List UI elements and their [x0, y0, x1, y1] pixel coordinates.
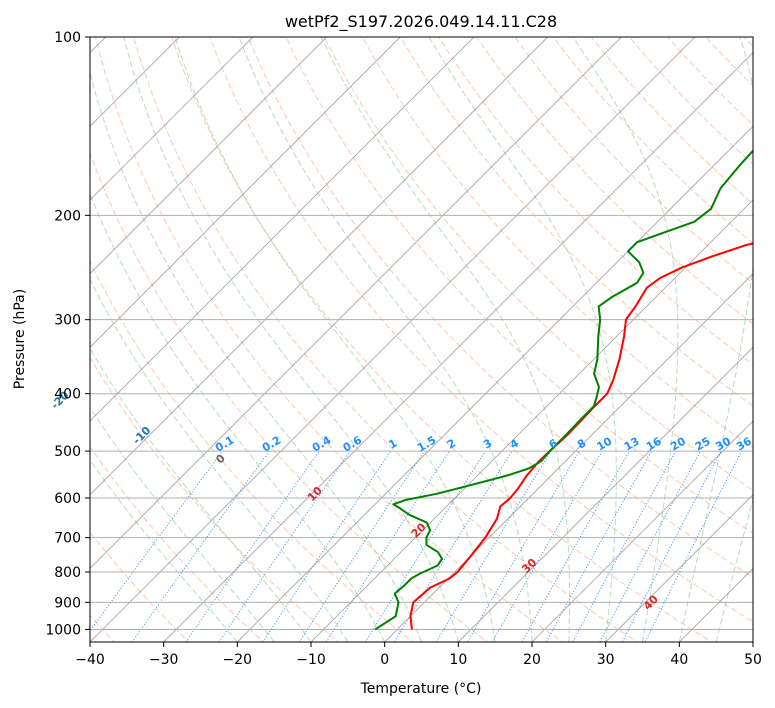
isotherm	[236, 125, 753, 642]
y-tick-label: 300	[54, 313, 81, 329]
x-tick-label: 20	[523, 652, 541, 668]
mixing-ratio-line	[599, 450, 701, 642]
dewpoint-line	[374, 149, 753, 631]
y-tick-label: 600	[54, 491, 81, 507]
sounding-series	[374, 149, 753, 631]
mixing-ratio-line	[185, 450, 320, 642]
x-tick-label: 10	[449, 652, 467, 668]
isotherm	[163, 52, 753, 642]
moist-adiabat	[90, 70, 422, 642]
moist-adiabat	[123, 37, 459, 642]
plot-frame	[89, 36, 754, 643]
isotherm	[384, 273, 753, 642]
isotherm	[90, 37, 696, 642]
moist-adiabat	[238, 37, 533, 642]
background-lines	[90, 26, 775, 644]
isotherm	[90, 37, 401, 348]
x-tick-label: −10	[296, 652, 326, 668]
dry-adiabat	[90, 260, 414, 642]
x-tick-label: 50	[744, 652, 762, 668]
y-tick-label: 200	[54, 208, 81, 224]
dry-adiabat	[476, 37, 753, 325]
isotherm	[90, 37, 475, 422]
moist-adiabat	[90, 459, 238, 642]
dry-adiabat	[514, 37, 753, 285]
dry-adiabat	[133, 37, 638, 642]
y-tick-label: 400	[54, 387, 81, 403]
temperature-line	[409, 242, 753, 630]
isotherm	[605, 494, 753, 642]
isotherm	[457, 346, 753, 642]
isotherm	[752, 641, 753, 642]
moist-adiabat	[174, 37, 496, 642]
dry-adiabat	[771, 26, 775, 644]
moist-adiabat	[90, 192, 386, 642]
dry-adiabat	[247, 37, 753, 578]
isotherm	[90, 37, 622, 569]
x-tick-label: −20	[223, 652, 253, 668]
y-tick-label: 800	[54, 565, 81, 581]
mixing-ratio-line	[325, 450, 450, 642]
moist-adiabat	[90, 278, 349, 642]
x-axis-label: Temperature (°C)	[360, 681, 482, 697]
dry-adiabat	[95, 37, 564, 642]
moist-adiabat	[90, 406, 275, 642]
isotherm	[310, 199, 753, 642]
mixing-ratio-line	[218, 450, 351, 642]
dry-adiabat	[323, 37, 753, 491]
mixing-ratio-line	[435, 450, 552, 642]
x-tick-label: 0	[380, 652, 389, 668]
moist-adiabat	[320, 37, 571, 642]
chart-title: wetPf2_S197.2026.049.14.11.C28	[285, 12, 557, 32]
x-tick-label: −30	[149, 652, 179, 668]
y-tick-label: 700	[54, 531, 81, 547]
mixing-ratio-line	[393, 450, 513, 642]
x-tick-label: 30	[597, 652, 615, 668]
dry-adiabat	[171, 37, 713, 642]
mixing-ratio-line	[364, 450, 486, 642]
y-tick-label: 500	[54, 444, 81, 460]
y-axis: 100 200 300 400 500 600 700 800 900 1000	[45, 30, 90, 638]
plot-background	[90, 37, 753, 642]
x-tick-label: −40	[75, 652, 105, 668]
isotherm	[531, 420, 753, 642]
moist-adiabat	[678, 37, 753, 642]
mixing-ratio-line	[521, 450, 630, 642]
isotherm	[90, 37, 254, 201]
moist-adiabat	[428, 37, 617, 642]
y-tick-label: 100	[54, 30, 81, 46]
dry-adiabat	[209, 37, 753, 623]
x-axis: −40 −30 −20 −10 0 10 20 30 40 50	[75, 642, 762, 668]
moist-adiabat	[90, 347, 312, 642]
dry-adiabat	[90, 151, 489, 642]
y-tick-label: 900	[54, 595, 81, 611]
y-tick-label: 1000	[45, 622, 81, 638]
moist-adiabat	[572, 37, 679, 642]
x-tick-label: 40	[670, 652, 688, 668]
mixing-ratio-line	[644, 450, 743, 642]
dry-adiabat	[90, 531, 190, 642]
dry-adiabat	[90, 445, 265, 642]
isotherm	[90, 37, 328, 275]
y-axis-label: Pressure (hPa)	[12, 289, 28, 389]
isotherm	[90, 37, 549, 496]
dry-adiabat	[285, 37, 753, 534]
